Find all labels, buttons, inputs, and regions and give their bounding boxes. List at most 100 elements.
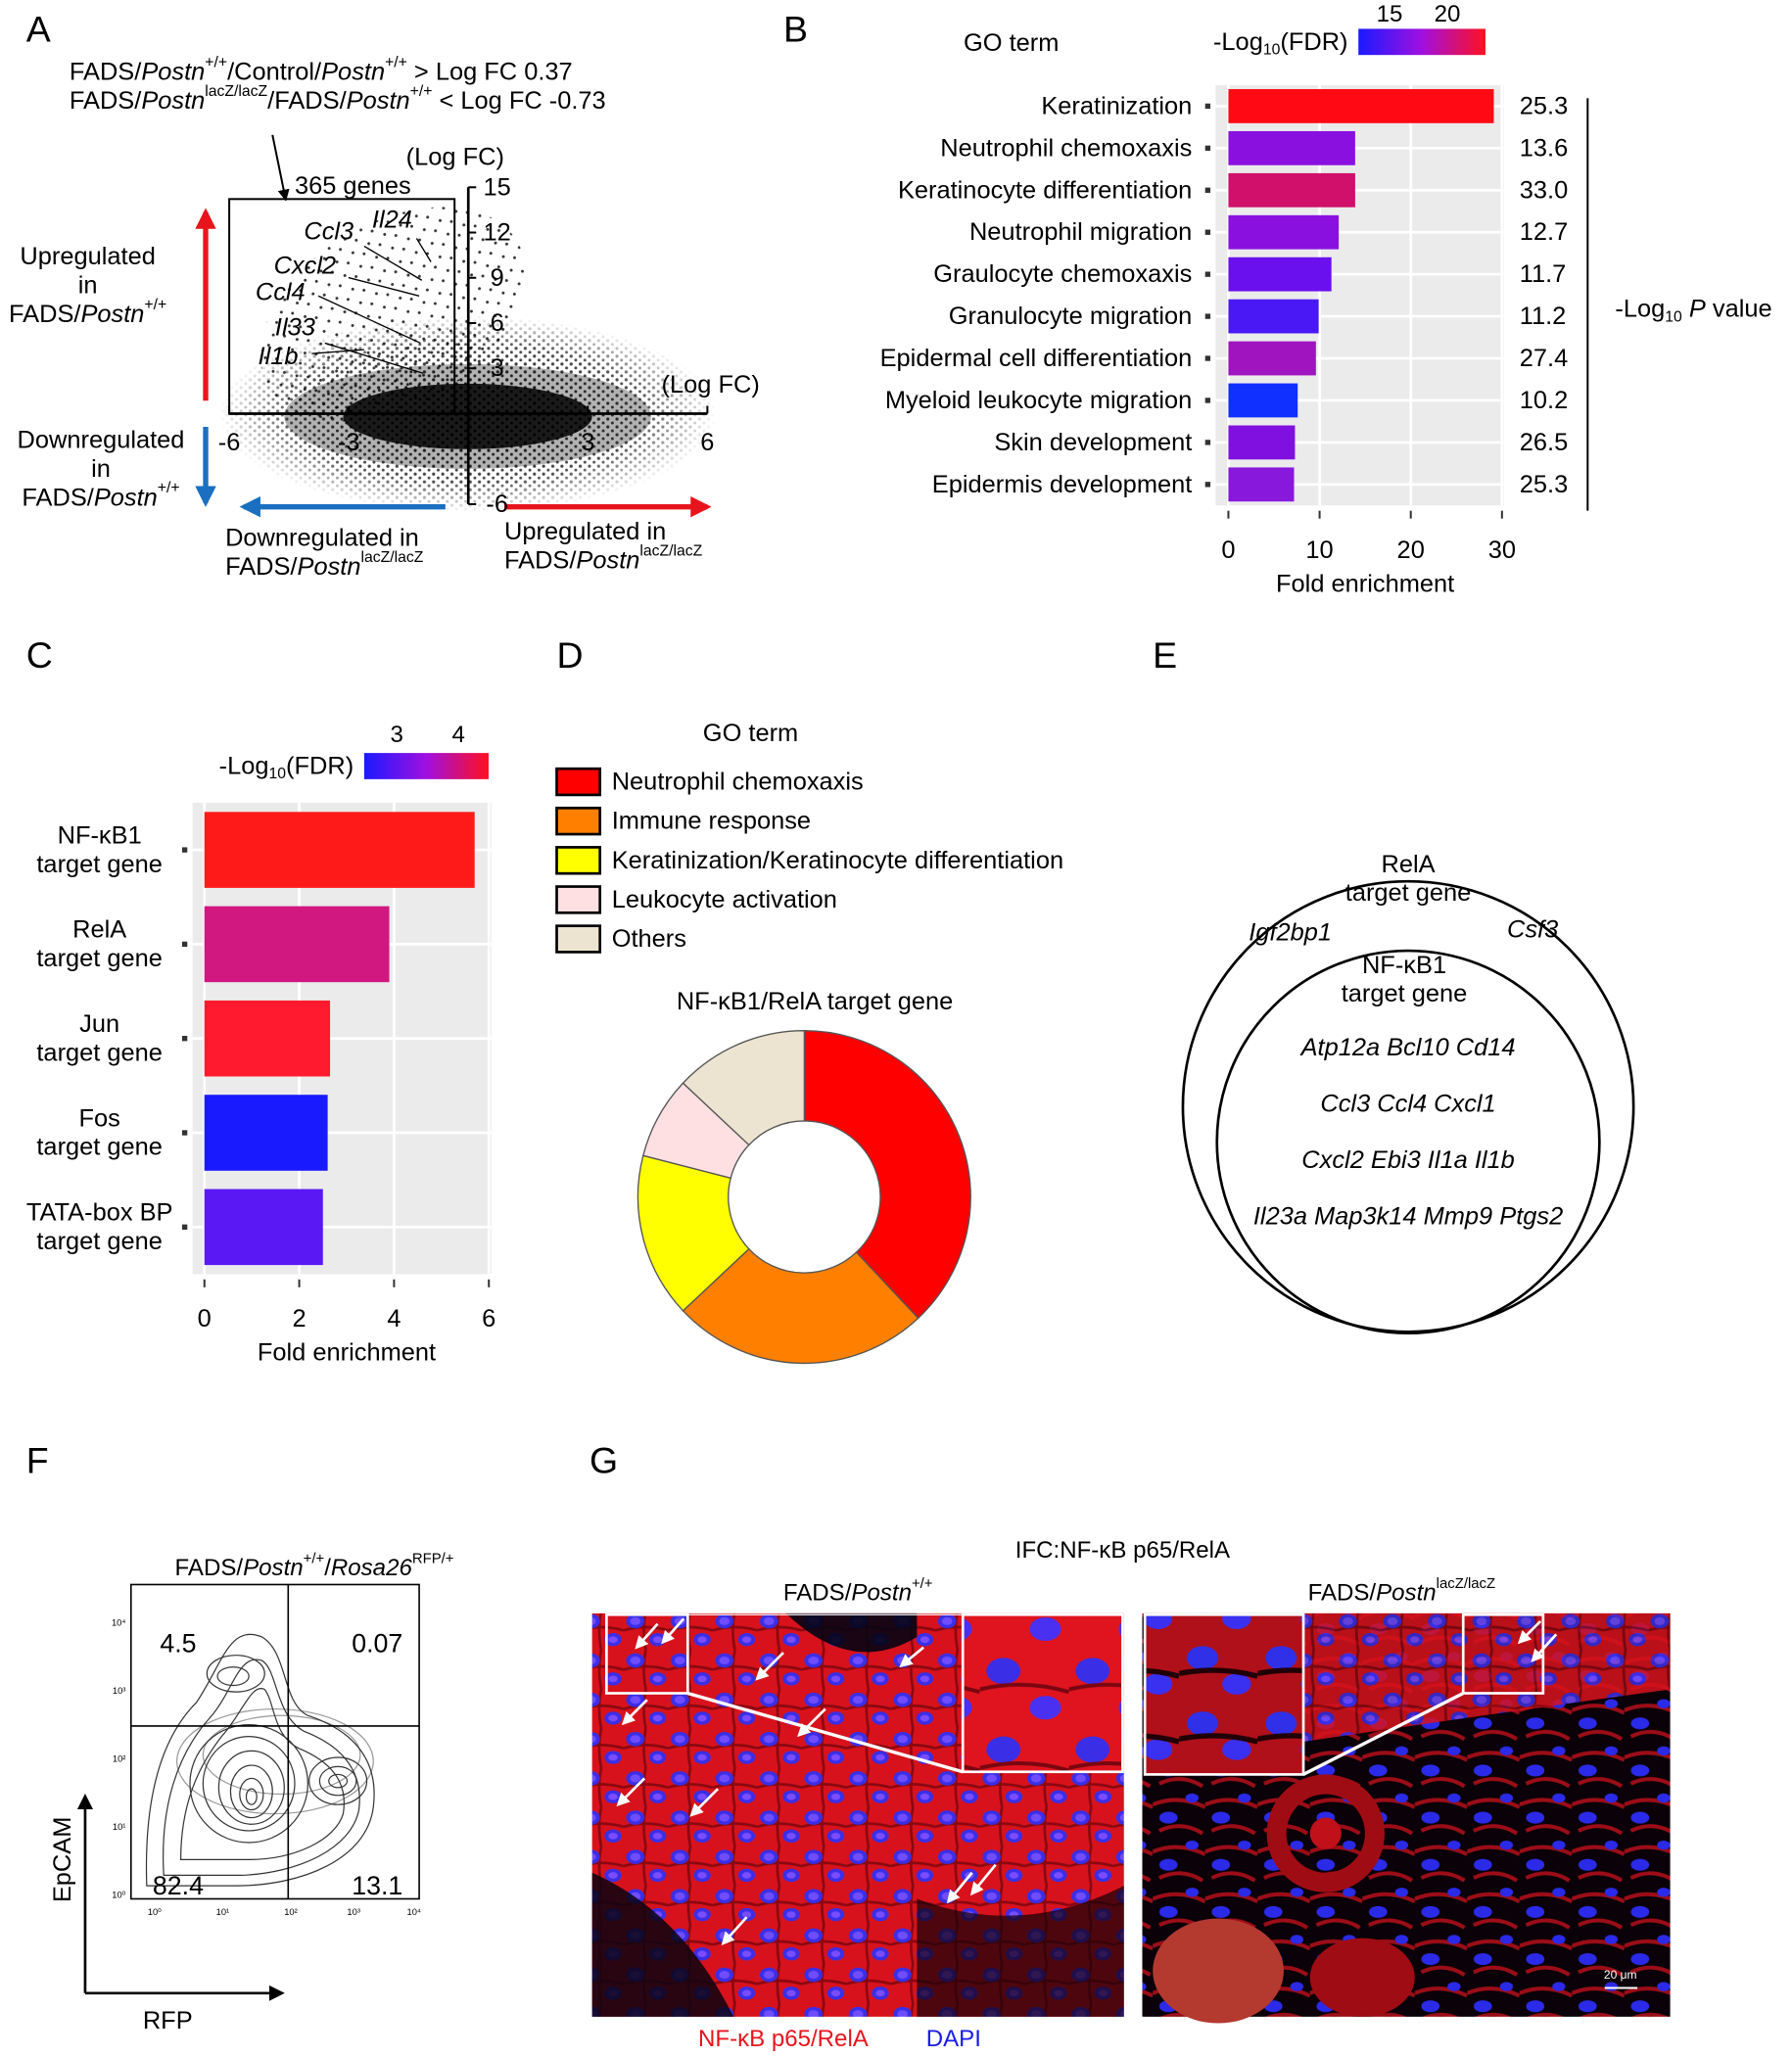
text-run: FADS/ [783,1579,852,1606]
axis-label: (Log FC) [662,371,760,398]
text-run: Upregulated in [504,518,666,545]
text-run: (FDR) [1280,28,1347,56]
text-run: lacZ/lacZ [360,549,423,566]
gene-list: Cxcl2 Ebi3 Il1a Il1b [1301,1146,1514,1174]
text-run: lacZ/lacZ [205,82,267,99]
x-tick-label: 6 [482,1305,495,1332]
category-tick [1204,482,1211,488]
category-label: Granulocyte migration [949,303,1193,330]
gene-label: Ccl3 [304,218,354,246]
tick-label: 10³ [113,1686,126,1696]
text-run: (FDR) [286,752,354,779]
text-run: in [78,272,98,300]
legend-swatch [555,806,602,836]
text-run: Downregulated in [225,525,419,552]
leader-line [324,342,424,374]
x-tick-label: 0 [198,1305,212,1332]
value-label: 26.5 [1520,429,1568,456]
gene-count: 365 genes [295,172,411,200]
gene-label: Il1b [259,343,299,370]
value-label: 10.2 [1520,387,1568,414]
colorbar [363,753,489,779]
category-tick [181,847,188,853]
legend-label: Leukocyte activation [612,886,837,913]
panel-label: G [589,1439,618,1480]
text-run: RFP/+ [412,1550,454,1566]
bar [1228,467,1295,502]
colorbar-tick-label: 3 [391,722,403,748]
donut-slice [682,1030,806,1146]
side-title: -Log10 P value [1615,296,1771,325]
text-run: FADS/ [175,1555,244,1581]
x-tick-label: -3 [338,429,360,456]
category-tick [1204,187,1211,193]
panel-label: F [26,1439,49,1480]
venn-label: NF-κB1 [1362,952,1446,979]
category-label: TATA-box BP [26,1199,173,1227]
category-label: Keratinization [1041,92,1192,119]
bar [1228,425,1296,460]
colorbar-tick-label: 15 [1377,1,1403,27]
category-label: Myeloid leukocyte migration [885,387,1193,414]
category-label: target gene [36,1228,163,1255]
text-run: Postn [80,301,144,328]
gene-list: Il23a Map3k14 Mmp9 Ptgs2 [1253,1203,1563,1231]
text-run: /Control/ [227,59,322,86]
direction-label: Downregulated in [225,525,419,552]
text-run: FADS/ [22,484,94,511]
contours [145,1633,375,1887]
panel-label: B [783,8,808,49]
bar [1228,341,1316,376]
category-label: target gene [36,1039,163,1066]
gene-label: Ccl4 [256,278,306,305]
image-title: FADS/Postn+/+ [783,1574,933,1606]
text-run: +/+ [304,1550,325,1566]
text-run: +/+ [205,54,227,70]
y-tick-label: -6 [486,491,508,518]
bar [204,1095,328,1171]
legend-swatch [555,885,602,914]
text-run: P [1689,296,1706,323]
venn-label: RelA [1382,851,1436,878]
x-tick-label: 30 [1488,537,1516,564]
criteria-text: FADS/Postn+/+/Control/Postn+/+ > Log FC … [70,54,573,86]
axis-label: EpCAM [49,1817,76,1903]
bar [1228,383,1298,418]
bar [204,1189,323,1266]
text-run: FADS/ [504,546,577,574]
panel-title: IFC:NF-κB p65/RelA [1015,1537,1230,1564]
quadrant-value: 0.07 [352,1629,402,1659]
venn-label: target gene [1342,980,1468,1007]
legend-label: NF-κB p65/RelA [698,2026,869,2052]
text-run: FADS/ [70,87,142,115]
text-run: FADS/ [70,59,142,86]
quadrant-value: 4.5 [160,1629,196,1659]
text-run: lacZ/lacZ [639,542,702,559]
text-run: Postn [576,546,639,574]
text-run: Postn [321,59,385,86]
category-tick [181,941,188,948]
text-run: Postn [851,1579,912,1606]
tick-label: 10⁴ [407,1907,421,1917]
y-tick-label: 6 [491,309,504,337]
value-label: 27.4 [1520,345,1568,372]
direction-label: Upregulated [20,243,155,270]
text-run: Postn [347,87,410,115]
category-label: target gene [36,1134,163,1161]
colorbar-tick-label: 4 [451,722,464,748]
bar [1228,214,1340,250]
text-run: Rosa26 [331,1555,413,1581]
category-label: NF-κB1 [58,821,142,849]
category-label: RelA [72,916,126,944]
value-label: 11.7 [1520,260,1567,288]
category-tick [1204,103,1211,110]
category-label: Skin development [994,429,1192,456]
tick-label: 10⁰ [148,1907,162,1917]
y-tick-label: 3 [491,354,504,382]
tick-label: 10³ [347,1907,360,1917]
text-run: Postn [94,484,158,511]
legend-label: Others [612,925,686,953]
image-title: FADS/PostnlacZ/lacZ [1308,1574,1496,1606]
panel-label: E [1153,634,1177,676]
venn-inner [1215,949,1601,1334]
